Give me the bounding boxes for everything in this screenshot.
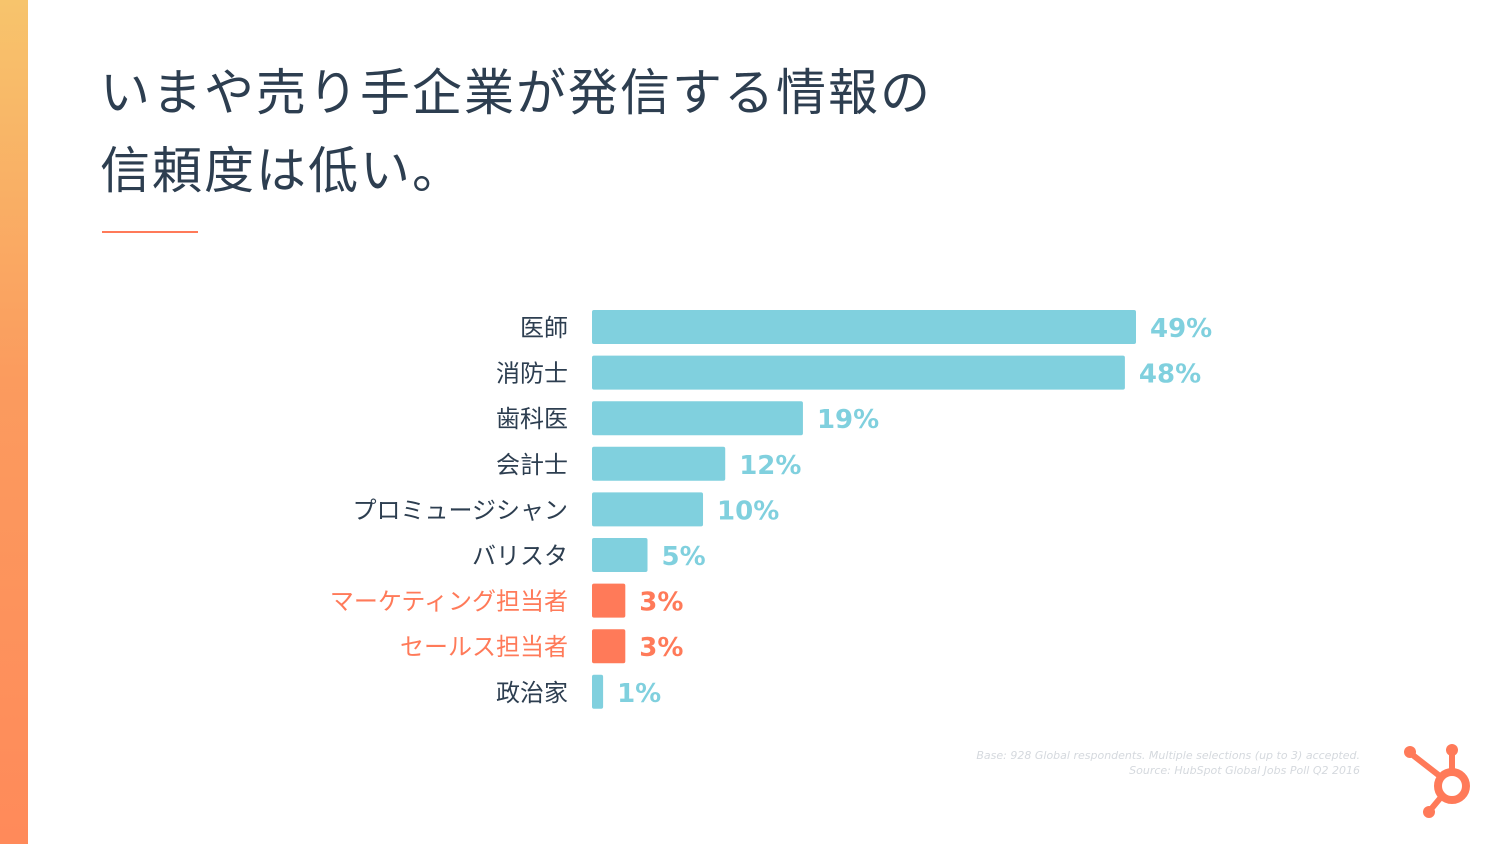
footnote-base: Base: 928 Global respondents. Multiple s…: [976, 749, 1360, 762]
value-label-5: 5%: [662, 542, 706, 572]
page-title: いまや売り手企業が発信する情報の 信頼度は低い。: [100, 54, 1100, 210]
bar-8: [592, 674, 604, 709]
bar-7: [592, 629, 626, 664]
category-label-2: 歯科医: [496, 405, 568, 433]
value-label-1: 48%: [1139, 360, 1201, 390]
bar-2: [592, 401, 803, 436]
bar-6: [592, 583, 626, 618]
value-label-0: 49%: [1150, 314, 1212, 344]
bar-0: [592, 310, 1136, 344]
category-label-5: バリスタ: [472, 542, 568, 570]
title-line-1: いまや売り手企業が発信する情報の: [100, 64, 932, 122]
bar-1: [592, 355, 1125, 390]
bar-5: [592, 538, 648, 572]
category-label-3: 会計士: [496, 451, 568, 479]
category-label-7: セールス担当者: [400, 633, 568, 661]
value-label-2: 19%: [817, 405, 879, 435]
value-label-4: 10%: [717, 496, 779, 526]
bar-3: [592, 446, 726, 481]
category-label-8: 政治家: [496, 679, 568, 707]
category-label-1: 消防士: [496, 360, 568, 388]
hubspot-sprocket-icon: [1404, 744, 1470, 818]
footnote: Base: 928 Global respondents. Multiple s…: [976, 748, 1360, 778]
title-underline: [102, 231, 198, 233]
title-line-2: 信頼度は低い。: [100, 142, 464, 200]
side-gradient-bar: [0, 0, 28, 844]
value-label-6: 3%: [639, 588, 683, 618]
category-label-0: 医師: [520, 314, 568, 342]
footnote-source: Source: HubSpot Global Jobs Poll Q2 2016: [1129, 764, 1360, 777]
value-label-7: 3%: [639, 633, 683, 663]
value-label-3: 12%: [739, 451, 801, 481]
category-label-6: マーケティング担当者: [330, 588, 568, 616]
category-label-4: プロミュージシャン: [352, 496, 568, 524]
bar-4: [592, 492, 704, 527]
value-label-8: 1%: [617, 679, 661, 709]
